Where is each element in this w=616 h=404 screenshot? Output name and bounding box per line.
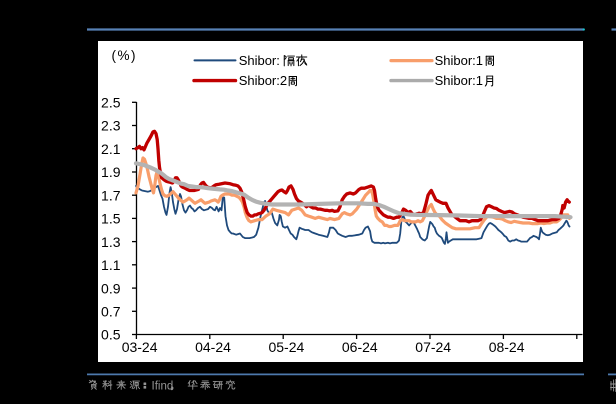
svg-text:(%): (%) — [112, 48, 138, 63]
svg-text:1.1: 1.1 — [101, 257, 121, 273]
svg-text:2.5: 2.5 — [101, 95, 121, 111]
svg-text:Shibor:1: Shibor:1 — [435, 73, 483, 88]
svg-text:1.3: 1.3 — [101, 234, 121, 250]
svg-text:0.9: 0.9 — [101, 280, 121, 296]
svg-text:Shibor:: Shibor: — [239, 53, 280, 68]
svg-text:Shibor:1: Shibor:1 — [435, 53, 483, 68]
svg-text:0.5: 0.5 — [101, 327, 121, 343]
svg-text:05-24: 05-24 — [268, 339, 304, 355]
svg-text:04-24: 04-24 — [195, 339, 231, 355]
svg-text:Shibor:2: Shibor:2 — [239, 73, 287, 88]
svg-text:06-24: 06-24 — [342, 339, 378, 355]
svg-text:07-24: 07-24 — [415, 339, 451, 355]
svg-text:2.1: 2.1 — [101, 141, 121, 157]
svg-text:0.7: 0.7 — [101, 304, 121, 320]
svg-text:2.3: 2.3 — [101, 118, 121, 134]
svg-text:1.7: 1.7 — [101, 187, 121, 203]
svg-text:08-24: 08-24 — [489, 339, 525, 355]
svg-text:1.9: 1.9 — [101, 164, 121, 180]
svg-text:Ifind: Ifind — [152, 381, 174, 393]
svg-text:03-24: 03-24 — [122, 339, 158, 355]
svg-text:1.5: 1.5 — [101, 211, 121, 227]
